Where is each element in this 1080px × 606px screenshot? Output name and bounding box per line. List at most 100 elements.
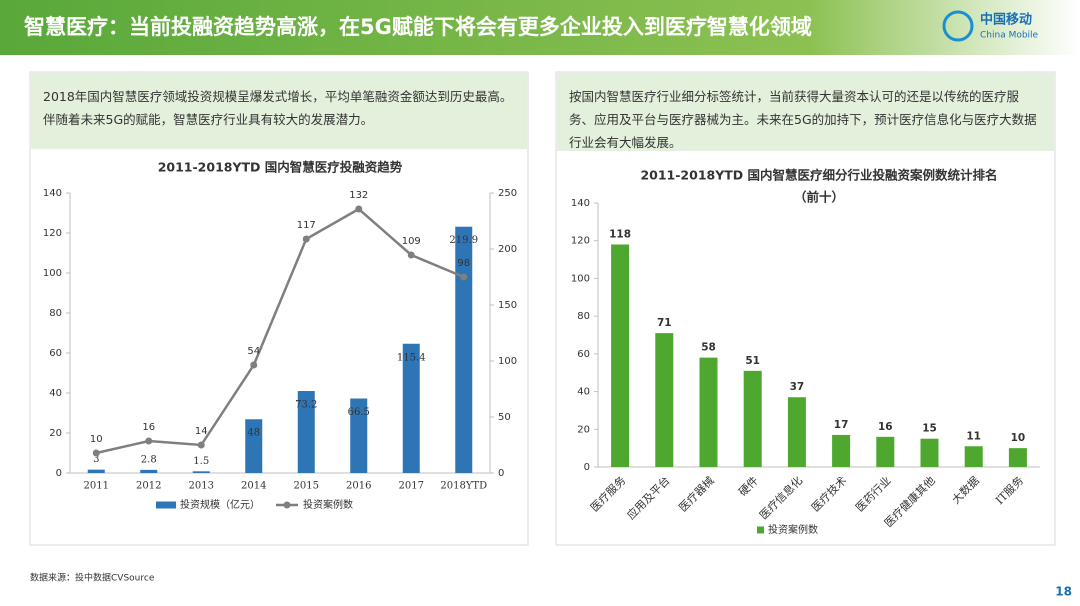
page-number: 18 [1055, 585, 1072, 599]
bar [245, 419, 263, 473]
value-label: 15 [922, 423, 937, 435]
value-label: 14 [195, 426, 208, 437]
y-tick-label: 100 [43, 268, 62, 279]
line [95, 207, 465, 455]
logo-en: China Mobile [980, 31, 1039, 41]
x-tick-label: 2015 [294, 481, 319, 492]
bar [876, 436, 895, 467]
x-tick-label: 医疗信息化 [756, 473, 805, 522]
x-tick-label: 2013 [189, 481, 214, 492]
x-tick-label: 2011 [84, 481, 109, 492]
bar [787, 397, 806, 467]
bar [455, 226, 473, 473]
value-label: 3 [93, 454, 99, 465]
y-tick-label: 140 [571, 198, 590, 209]
y-tick-label: 0 [584, 462, 590, 473]
line-point [407, 251, 415, 259]
bar [192, 471, 210, 473]
y-tick-label: 60 [577, 349, 590, 360]
y2-tick-label: 200 [498, 244, 517, 255]
value-label: 66.5 [348, 407, 370, 418]
bar [350, 398, 368, 473]
y2-tick-label: 50 [498, 412, 511, 423]
chart-title: 2011-2018YTD 国内智慧医疗细分行业投融资案例数统计排名 [640, 168, 997, 183]
chart-subtitle: （前十） [794, 190, 844, 205]
y-tick-label: 40 [577, 387, 590, 398]
value-label: 37 [790, 381, 805, 393]
source: 数据来源：投中数据CVSource [30, 572, 155, 584]
y-tick-label: 120 [571, 236, 590, 247]
y-tick-label: 100 [571, 273, 590, 284]
y-tick-label: 80 [49, 308, 62, 319]
y2-tick-label: 0 [498, 468, 504, 479]
y-tick-label: 60 [49, 348, 62, 359]
bar [964, 446, 983, 467]
value-label: 1.5 [193, 456, 209, 467]
bar [832, 434, 851, 467]
value-label: 109 [402, 236, 421, 247]
value-label: 71 [657, 317, 672, 329]
value-label: 11 [966, 430, 981, 442]
line-point [250, 361, 258, 369]
y-tick-label: 140 [43, 188, 62, 199]
line-point [302, 235, 310, 243]
x-tick-label: 应用及平台 [624, 473, 673, 522]
value-label: 17 [834, 419, 849, 431]
bar [655, 333, 674, 467]
x-tick-label: 2016 [346, 481, 371, 492]
legend-label: 投资案例数 [768, 523, 818, 536]
y-tick-label: 80 [577, 311, 590, 322]
legend-swatch [156, 501, 176, 509]
bar [743, 370, 762, 467]
line-point [460, 273, 468, 281]
value-label: 2.8 [141, 454, 157, 465]
bar [87, 469, 105, 473]
line-point [197, 441, 205, 449]
x-tick-label: 大数据 [949, 473, 982, 506]
logo-icon [942, 10, 974, 42]
y2-tick-label: 250 [498, 188, 517, 199]
value-label: 51 [745, 355, 760, 367]
value-label: 10 [90, 434, 103, 445]
bar [699, 357, 718, 467]
bar [1008, 448, 1027, 467]
x-tick-label: 2014 [241, 481, 266, 492]
y-tick-label: 40 [49, 388, 62, 399]
line-point [145, 437, 153, 445]
value-label: 117 [297, 220, 316, 231]
panel-right [555, 71, 1056, 546]
value-label: 10 [1011, 432, 1026, 444]
x-tick-label: 2012 [136, 481, 161, 492]
value-label: 16 [142, 422, 155, 433]
x-tick-label: 2018YTD [440, 481, 487, 492]
x-tick-label: 医疗器械 [676, 473, 717, 514]
value-label: 16 [878, 421, 893, 433]
bar [140, 469, 158, 473]
value-label: 48 [247, 428, 260, 439]
header-title: 智慧医疗：当前投融资趋势高涨，在5G赋能下将会有更多企业投入到医疗智慧化领域 [24, 15, 812, 39]
value-label: 115.4 [397, 352, 426, 363]
x-tick-label: 医疗技术 [808, 473, 849, 514]
bar [611, 244, 630, 467]
y-tick-label: 0 [56, 468, 62, 479]
line-point [355, 205, 363, 213]
x-tick-label: 医疗服务 [587, 473, 628, 514]
x-tick-label: 医药行业 [853, 474, 893, 514]
header-band [0, 0, 1080, 55]
value-label: 98 [457, 258, 470, 269]
bar [920, 438, 939, 467]
logo-cn: 中国移动 [980, 12, 1032, 28]
bar [297, 391, 315, 473]
panel-note: 按国内智慧医疗行业细分标签统计，当前获得大量资本认可的还是以传统的医疗服务、应用… [557, 73, 1054, 151]
chart-title: 2011-2018YTD 国内智慧医疗投融资趋势 [158, 160, 403, 175]
value-label: 73.2 [295, 400, 317, 411]
y-tick-label: 20 [49, 428, 62, 439]
panel-note: 2018年国内智慧医疗领域投资规模呈爆发式增长，平均单笔融资金额达到历史最高。伴… [31, 73, 527, 149]
bar [402, 343, 420, 473]
legend-label: 投资规模（亿元） [180, 498, 260, 511]
y2-tick-label: 100 [498, 356, 517, 367]
value-label: 54 [247, 346, 260, 357]
x-tick-label: IT服务 [993, 474, 1026, 507]
